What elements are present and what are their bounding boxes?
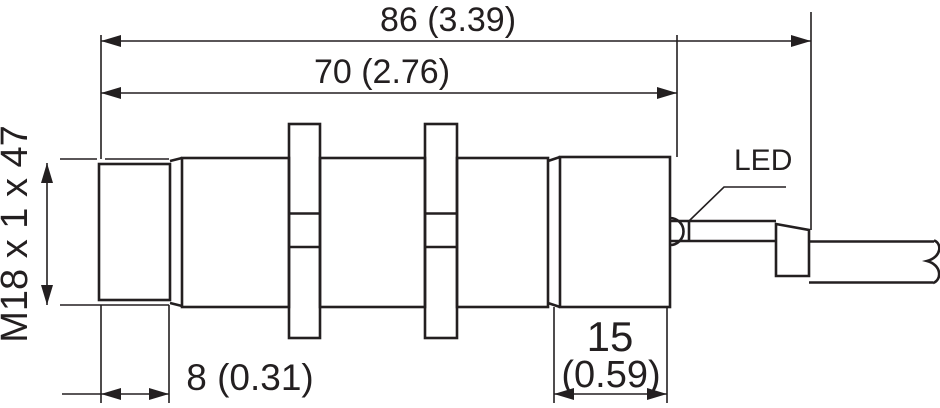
svg-text:LED: LED bbox=[734, 144, 792, 177]
svg-text:8 (0.31): 8 (0.31) bbox=[186, 357, 314, 398]
svg-text:70 (2.76): 70 (2.76) bbox=[314, 53, 450, 91]
svg-text:(0.59): (0.59) bbox=[561, 354, 660, 396]
svg-text:15: 15 bbox=[587, 313, 634, 360]
svg-text:M18 x 1 x 47: M18 x 1 x 47 bbox=[0, 125, 36, 343]
svg-text:86 (3.39): 86 (3.39) bbox=[380, 1, 516, 39]
